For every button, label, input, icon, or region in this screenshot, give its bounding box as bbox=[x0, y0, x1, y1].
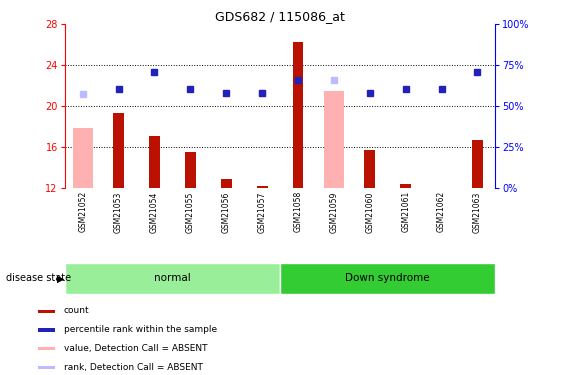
Text: GSM21058: GSM21058 bbox=[293, 191, 302, 232]
Bar bbox=[38, 328, 55, 332]
Text: GSM21055: GSM21055 bbox=[186, 191, 195, 232]
Text: GSM21062: GSM21062 bbox=[437, 191, 446, 232]
Text: disease state: disease state bbox=[6, 273, 71, 284]
Bar bbox=[113, 113, 124, 188]
Bar bbox=[65, 262, 280, 294]
Bar bbox=[472, 140, 483, 188]
Bar bbox=[185, 152, 196, 188]
Title: GDS682 / 115086_at: GDS682 / 115086_at bbox=[215, 10, 345, 23]
Bar bbox=[257, 186, 267, 188]
Text: ▶: ▶ bbox=[57, 273, 65, 284]
Text: GSM21056: GSM21056 bbox=[222, 191, 231, 232]
Text: GSM21061: GSM21061 bbox=[401, 191, 410, 232]
Bar bbox=[38, 310, 55, 313]
Bar bbox=[221, 179, 231, 188]
Text: GSM21060: GSM21060 bbox=[365, 191, 374, 232]
Bar bbox=[38, 347, 55, 350]
Text: GSM21063: GSM21063 bbox=[473, 191, 482, 232]
Bar bbox=[293, 42, 303, 188]
Text: percentile rank within the sample: percentile rank within the sample bbox=[64, 325, 217, 334]
Bar bbox=[38, 366, 55, 369]
Text: GSM21054: GSM21054 bbox=[150, 191, 159, 232]
Bar bbox=[324, 91, 344, 188]
Bar bbox=[364, 150, 375, 188]
Text: value, Detection Call = ABSENT: value, Detection Call = ABSENT bbox=[64, 344, 207, 353]
Text: GSM21059: GSM21059 bbox=[329, 191, 338, 232]
Text: count: count bbox=[64, 306, 90, 315]
Bar bbox=[280, 262, 495, 294]
Bar bbox=[400, 184, 411, 188]
Bar bbox=[73, 128, 92, 188]
Text: rank, Detection Call = ABSENT: rank, Detection Call = ABSENT bbox=[64, 363, 203, 372]
Text: GSM21053: GSM21053 bbox=[114, 191, 123, 232]
Text: GSM21057: GSM21057 bbox=[258, 191, 267, 232]
Text: normal: normal bbox=[154, 273, 191, 284]
Text: Down syndrome: Down syndrome bbox=[346, 273, 430, 284]
Text: GSM21052: GSM21052 bbox=[78, 191, 87, 232]
Bar bbox=[149, 135, 160, 188]
